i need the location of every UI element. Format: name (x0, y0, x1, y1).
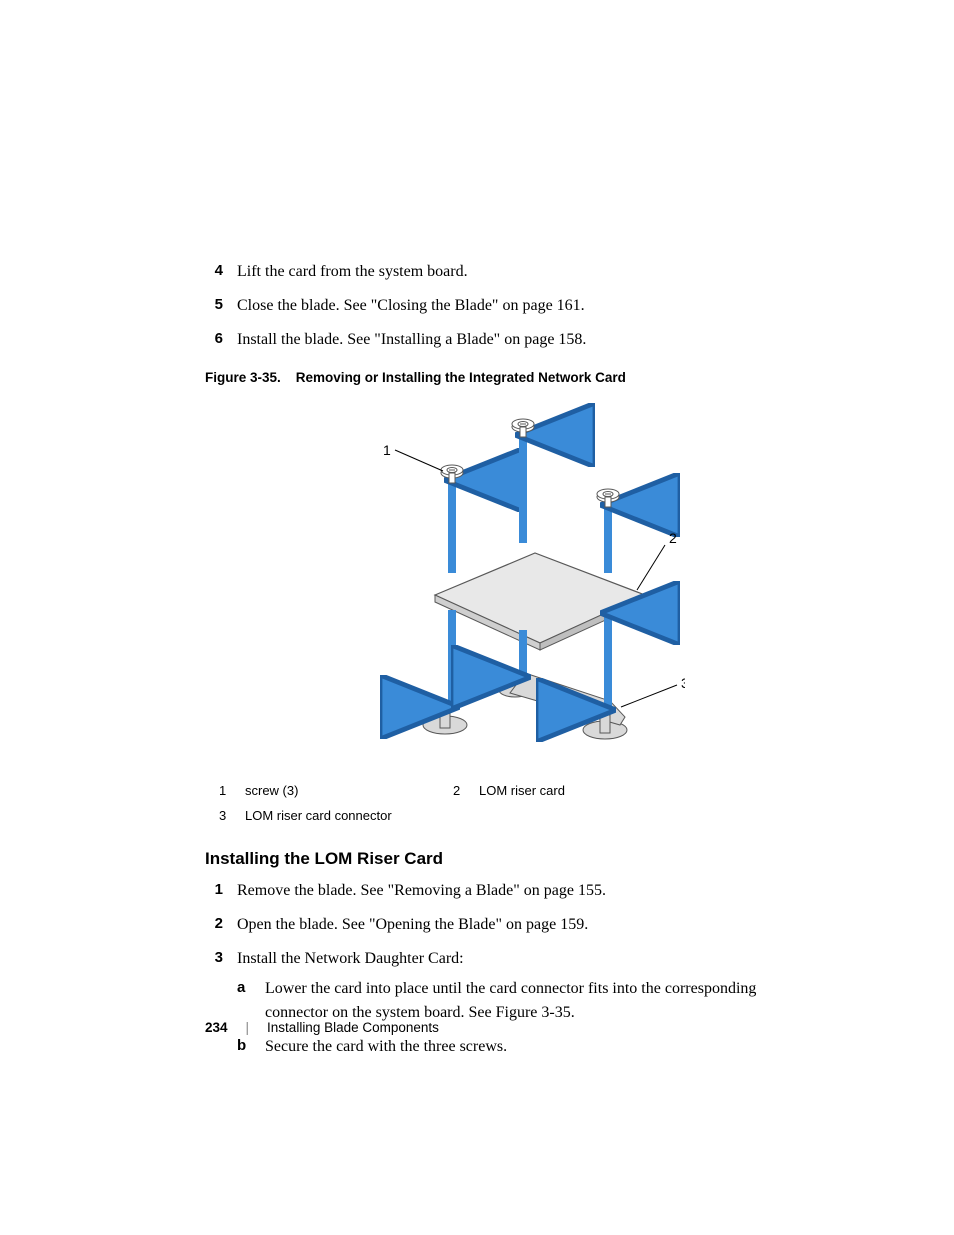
step-text: Install the Network Daughter Card: (237, 947, 804, 971)
legend-text: screw (3) (245, 783, 445, 798)
step-text: Close the blade. See "Closing the Blade"… (237, 294, 585, 318)
step-body: Install the Network Daughter Card: a Low… (237, 947, 804, 1069)
manual-page: 4 Lift the card from the system board. 5… (0, 0, 954, 1235)
figure-legend: 1 screw (3) 2 LOM riser card 3 LOM riser… (219, 783, 804, 823)
legend-num: 3 (219, 808, 237, 823)
legend-num: 1 (219, 783, 237, 798)
step-text: Install the blade. See "Installing a Bla… (237, 328, 586, 352)
step-number: 2 (205, 913, 223, 937)
footer-section: Installing Blade Components (267, 1020, 439, 1035)
top-steps-list: 4 Lift the card from the system board. 5… (205, 260, 804, 352)
substep-text: Secure the card with the three screws. (265, 1035, 507, 1059)
svg-text:1: 1 (383, 442, 391, 458)
step-item: 4 Lift the card from the system board. (205, 260, 804, 284)
step-number: 1 (205, 879, 223, 903)
substep-text: Lower the card into place until the card… (265, 977, 804, 1025)
page-footer: 234 | Installing Blade Components (205, 1020, 439, 1035)
section-subheading: Installing the LOM Riser Card (205, 849, 804, 869)
step-item: 5 Close the blade. See "Closing the Blad… (205, 294, 804, 318)
svg-text:2: 2 (669, 530, 677, 546)
legend-text: LOM riser card connector (245, 808, 445, 823)
sub-sub-list: a Lower the card into place until the ca… (237, 977, 804, 1059)
step-text: Lift the card from the system board. (237, 260, 468, 284)
figure-caption: Figure 3-35. Removing or Installing the … (205, 370, 804, 385)
page-number: 234 (205, 1020, 228, 1035)
footer-divider: | (246, 1020, 250, 1035)
legend-num: 2 (453, 783, 471, 798)
legend-text: LOM riser card (479, 783, 679, 798)
step-number: 6 (205, 328, 223, 352)
step-number: 5 (205, 294, 223, 318)
figure-caption-text: Removing or Installing the Integrated Ne… (296, 370, 626, 385)
step-item: 6 Install the blade. See "Installing a B… (205, 328, 804, 352)
figure-diagram: 1 2 3 (325, 395, 685, 765)
substep-item: a Lower the card into place until the ca… (237, 977, 804, 1025)
step-item: 2 Open the blade. See "Opening the Blade… (205, 913, 804, 937)
step-number: 3 (205, 947, 223, 1069)
step-item: 1 Remove the blade. See "Removing a Blad… (205, 879, 804, 903)
step-number: 4 (205, 260, 223, 284)
step-item: 3 Install the Network Daughter Card: a L… (205, 947, 804, 1069)
svg-text:3: 3 (681, 675, 685, 691)
figure-caption-prefix: Figure 3-35. (205, 370, 281, 385)
step-text: Remove the blade. See "Removing a Blade"… (237, 879, 606, 903)
substep-letter: b (237, 1035, 251, 1059)
substep-item: b Secure the card with the three screws. (237, 1035, 804, 1059)
figure-container: 1 2 3 (205, 395, 804, 765)
sub-steps-list: 1 Remove the blade. See "Removing a Blad… (205, 879, 804, 1069)
substep-letter: a (237, 977, 251, 1025)
step-text: Open the blade. See "Opening the Blade" … (237, 913, 588, 937)
